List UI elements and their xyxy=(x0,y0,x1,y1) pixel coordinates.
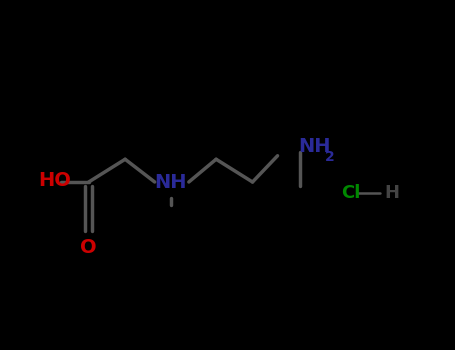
Text: NH: NH xyxy=(298,138,330,156)
Text: HO: HO xyxy=(39,171,71,190)
Text: 2: 2 xyxy=(324,150,334,164)
Text: O: O xyxy=(81,238,97,257)
Text: NH: NH xyxy=(154,173,187,191)
Text: Cl: Cl xyxy=(341,183,361,202)
Text: H: H xyxy=(384,183,399,202)
